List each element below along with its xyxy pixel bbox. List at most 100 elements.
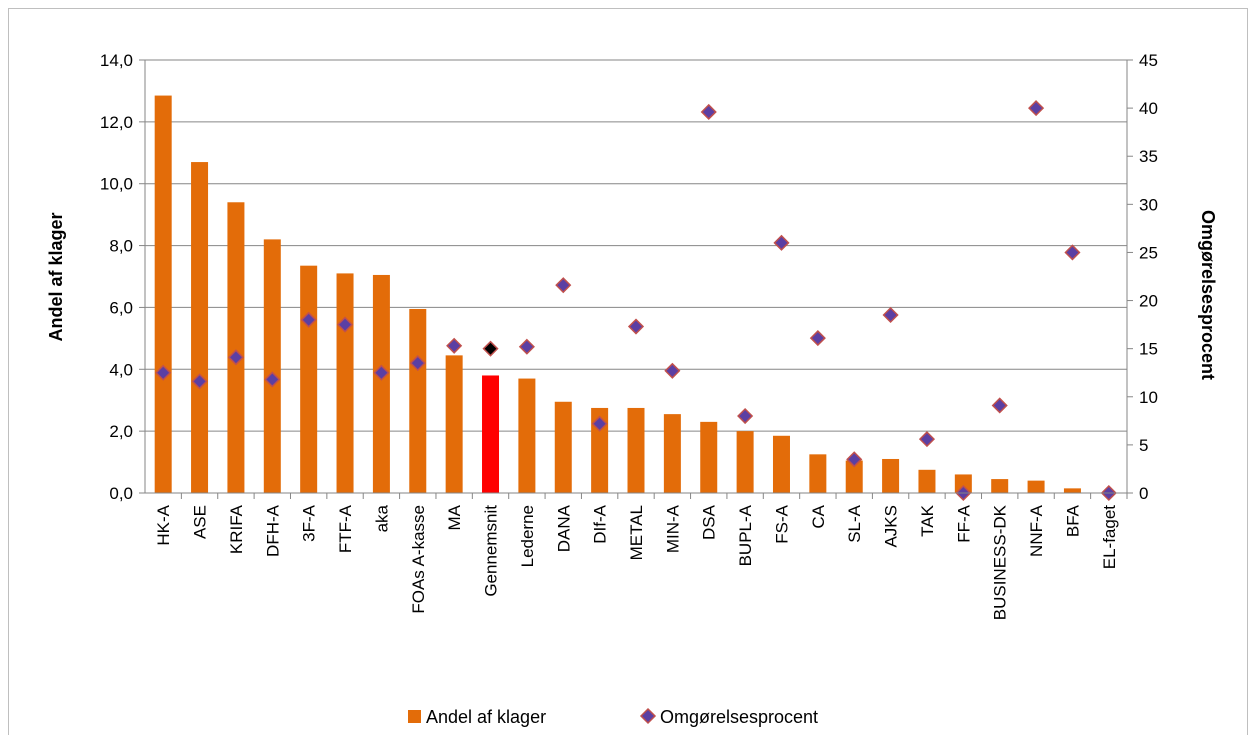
marker-point: [446, 337, 463, 354]
axes: [139, 59, 1133, 499]
category-label: BUSINESS-DK: [991, 504, 1010, 620]
left-axis-ticks: 0,0 2,0 4,0 6,0 8,0 10,0 12,0 14,0: [100, 51, 133, 503]
category-label: METAL: [627, 505, 646, 560]
bar: [845, 460, 863, 493]
category-label: SL-A: [845, 504, 864, 542]
category-label: CA: [809, 504, 828, 528]
legend: Andel af klager Omgørelsesprocent: [408, 707, 818, 727]
bar: [627, 407, 645, 493]
right-tick-label: 15: [1139, 340, 1158, 359]
chart-frame: [8, 8, 1248, 735]
right-tick-label: 20: [1139, 292, 1158, 311]
grid-lines: [145, 59, 1127, 432]
category-label: aka: [372, 504, 391, 532]
bar: [736, 431, 754, 493]
left-axis-title: Andel af klager: [46, 212, 66, 341]
category-label: EL-faget: [1100, 505, 1119, 570]
left-tick-label: 8,0: [109, 237, 133, 256]
marker-point: [591, 415, 608, 432]
category-label: MIN-A: [663, 504, 682, 553]
bar: [409, 308, 427, 493]
marker-point: [300, 311, 317, 328]
category-label: AJKS: [882, 505, 901, 548]
left-tick-label: 2,0: [109, 422, 133, 441]
marker-point: [627, 318, 645, 335]
marker-point: [482, 340, 499, 357]
right-axis-ticks: 0 5 10 15 20 25 30 35 40 45: [1139, 51, 1158, 503]
left-tick-label: 6,0: [109, 298, 133, 317]
bar: [809, 454, 827, 493]
right-tick-label: 5: [1139, 436, 1148, 455]
marker-point: [1064, 244, 1081, 261]
category-label: DANA: [554, 504, 573, 552]
category-label: DIf-A: [591, 504, 610, 543]
marker-point: [555, 277, 572, 294]
marker-point: [991, 397, 1008, 414]
bar: [445, 355, 463, 493]
right-tick-label: 0: [1139, 484, 1148, 503]
bar: [772, 435, 790, 493]
category-label: TAK: [918, 504, 937, 536]
bar: [263, 239, 281, 493]
bar: [700, 421, 718, 493]
category-label: MA: [445, 504, 464, 530]
marker-point: [882, 306, 899, 324]
marker-point: [264, 371, 281, 388]
bar: [482, 375, 500, 493]
category-label: FTF-A: [336, 504, 355, 553]
category-label: BFA: [1063, 504, 1082, 537]
bar: [1063, 488, 1081, 493]
bar: [882, 458, 900, 493]
marker-point: [737, 407, 754, 425]
marker-point: [336, 316, 354, 333]
bar: [372, 274, 390, 493]
category-label: HK-A: [154, 504, 173, 545]
bar: [554, 401, 572, 493]
category-axis-ticks: HK-A ASE KRIFA DFH-A 3F-A FTF-A aka FOAs A-kass…: [154, 504, 1119, 620]
category-label: BUPL-A: [736, 504, 755, 566]
marker-point: [409, 355, 426, 372]
marker-point: [518, 338, 535, 355]
category-label: Gennemsnit: [482, 505, 501, 597]
right-axis-title: Omgørelsesprocent: [1198, 210, 1218, 380]
marker-point: [700, 103, 717, 121]
bar: [663, 414, 681, 493]
legend-label-marker: Omgørelsesprocent: [660, 707, 818, 727]
marker-point: [918, 431, 936, 448]
left-tick-label: 12,0: [100, 113, 133, 132]
left-tick-label: 14,0: [100, 51, 133, 70]
legend-swatch-bar: [408, 710, 421, 723]
marker-point: [773, 234, 790, 251]
category-label: FOAs A-kasse: [409, 505, 428, 614]
bar: [300, 265, 318, 493]
right-tick-label: 35: [1139, 147, 1158, 166]
bar: [227, 202, 245, 493]
legend-label-bar: Andel af klager: [426, 707, 546, 727]
bar: [1027, 480, 1045, 493]
right-tick-label: 45: [1139, 51, 1158, 70]
category-label: FS-A: [772, 504, 791, 543]
marker-point: [846, 451, 863, 468]
category-label: NNF-A: [1027, 504, 1046, 557]
bar: [191, 162, 209, 494]
right-tick-label: 25: [1139, 243, 1158, 262]
category-label: ASE: [191, 505, 210, 539]
bar: [918, 469, 936, 493]
bar: [518, 378, 536, 493]
marker-point: [155, 364, 172, 381]
bar-series: [154, 95, 1081, 494]
right-tick-label: 30: [1139, 195, 1158, 214]
category-label: DFH-A: [263, 504, 282, 557]
category-label: Lederne: [518, 505, 537, 567]
bar: [991, 479, 1009, 493]
marker-point: [227, 349, 244, 366]
marker-point: [373, 364, 390, 381]
right-tick-label: 10: [1139, 388, 1158, 407]
marker-point: [1028, 100, 1045, 117]
right-tick-label: 40: [1139, 99, 1158, 118]
bar: [954, 474, 972, 493]
left-tick-label: 10,0: [100, 175, 133, 194]
category-label: KRIFA: [227, 504, 246, 554]
marker-series: [155, 100, 1117, 502]
